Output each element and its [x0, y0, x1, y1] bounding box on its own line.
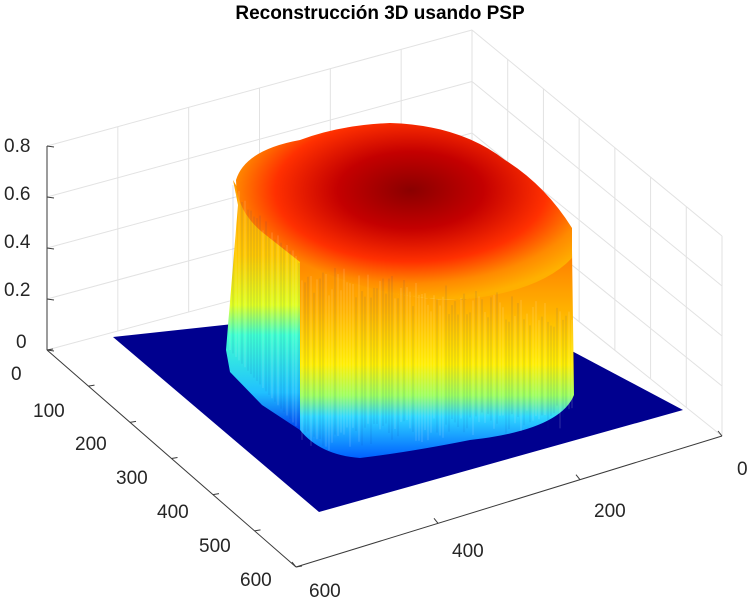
y-tick-400: 400 [157, 502, 189, 523]
z-tick-mark [46, 196, 55, 199]
z-gridline [471, 29, 723, 237]
y-tick-mark [88, 384, 95, 387]
x-axis-line [295, 435, 723, 568]
z-tick-mark [46, 145, 55, 148]
z-tick-0.6: 0.6 [4, 184, 30, 205]
y-tick-500: 500 [199, 536, 231, 557]
y-tick-mark [295, 565, 303, 568]
tick-labels: 0.8 0.6 0.4 0.2 0 0 100 200 300 400 500 … [4, 136, 748, 601]
surface-plot [113, 123, 683, 512]
y-tick-mark [212, 493, 220, 496]
z-tick-0.4: 0.4 [4, 232, 31, 253]
z-tick-mark [46, 247, 55, 250]
y-tick-mark [171, 457, 178, 459]
x-tick-200: 200 [594, 501, 626, 522]
y-tick-100: 100 [33, 401, 65, 422]
y-tick-mark [254, 529, 261, 532]
z-tick-0: 0 [16, 332, 27, 353]
surface-wall-texture [229, 185, 573, 451]
x-tick-mark [575, 474, 581, 480]
x-tick-mark [717, 430, 723, 437]
y-tick-0: 0 [11, 364, 22, 385]
x-tick-mark [433, 518, 439, 524]
surface-top [236, 123, 572, 300]
z-tick-0.8: 0.8 [4, 136, 30, 157]
surface-wall-left [226, 180, 300, 430]
y-tick-300: 300 [116, 468, 148, 489]
z-tick-0.2: 0.2 [4, 280, 30, 301]
x-tick-0: 0 [737, 459, 748, 480]
surface-wall-front [300, 250, 574, 458]
z-tick-mark [46, 349, 55, 352]
y-tick-600: 600 [240, 570, 272, 591]
y-tick-mark [129, 420, 137, 423]
x-tick-400: 400 [452, 541, 484, 562]
x-tick-mark [291, 561, 297, 568]
y-tick-200: 200 [75, 434, 107, 455]
z-tick-mark [46, 298, 55, 301]
z-gridline [471, 81, 723, 287]
chart-title: Reconstrucción 3D usando PSP [235, 3, 525, 24]
x-tick-600: 600 [309, 581, 341, 601]
